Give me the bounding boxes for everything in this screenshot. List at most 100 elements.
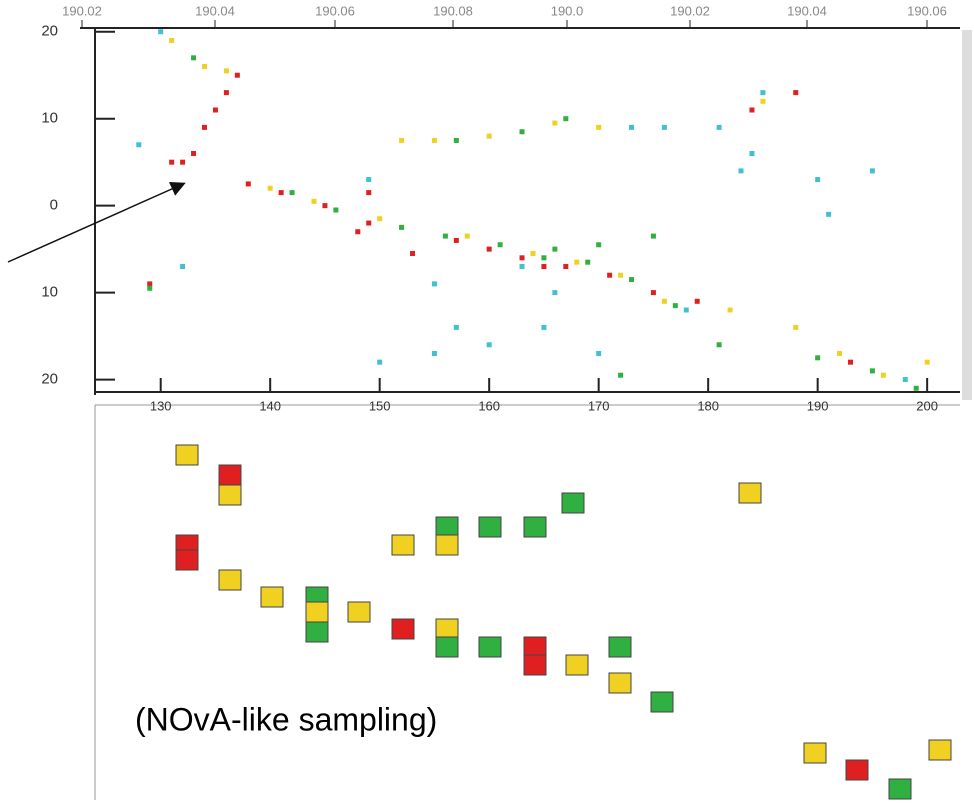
x-tick-label: 160 — [478, 398, 500, 413]
hit — [278, 190, 284, 196]
hit — [694, 298, 700, 304]
hit-cell — [435, 534, 459, 556]
hit — [661, 298, 667, 304]
hit — [223, 90, 229, 96]
hit — [191, 150, 197, 156]
top-label: 190.02 — [670, 3, 710, 18]
hit-cell — [565, 654, 589, 676]
hit — [311, 198, 317, 204]
hit — [366, 177, 372, 183]
top-label: 190.04 — [787, 3, 827, 18]
x-tick-label: 140 — [259, 398, 281, 413]
hit — [618, 272, 624, 278]
y-tick-label: 10 — [41, 284, 58, 301]
hit — [793, 324, 799, 330]
hit — [815, 177, 821, 183]
hit — [661, 124, 667, 130]
hit — [399, 224, 405, 230]
hit — [541, 264, 547, 270]
y-tick-label: 10 — [41, 110, 58, 127]
hit-cell — [218, 464, 242, 486]
hit-cell — [608, 636, 632, 658]
hit — [519, 264, 525, 270]
hit-cell — [218, 484, 242, 506]
hit — [201, 64, 207, 70]
hit-cell — [435, 636, 459, 658]
hit — [322, 203, 328, 209]
hit — [431, 281, 437, 287]
hit — [377, 359, 383, 365]
hit — [333, 207, 339, 213]
hit — [464, 233, 470, 239]
x-tick-label: 190 — [807, 398, 829, 413]
hit — [486, 246, 492, 252]
hit — [486, 133, 492, 139]
hit — [913, 385, 919, 391]
hit — [519, 129, 525, 135]
hit-cell — [435, 516, 459, 538]
hit-cell — [175, 549, 199, 571]
hit — [826, 211, 832, 217]
hit — [749, 107, 755, 113]
y-tick-label: 0 — [50, 197, 58, 214]
hit — [158, 29, 164, 35]
hit — [355, 229, 361, 235]
y-tick-label: 20 — [41, 23, 58, 40]
hit — [607, 272, 613, 278]
hit — [453, 324, 459, 330]
hit-cell — [391, 534, 415, 556]
hit — [377, 216, 383, 222]
hit-cell — [608, 672, 632, 694]
hit-cell — [738, 482, 762, 504]
hit — [869, 168, 875, 174]
hit — [212, 107, 218, 113]
hit — [245, 181, 251, 187]
x-tick-label: 200 — [916, 398, 938, 413]
hit — [716, 124, 722, 130]
hit — [289, 190, 295, 196]
hit — [760, 90, 766, 96]
hit — [180, 264, 186, 270]
hit — [574, 259, 580, 265]
hit-cell — [478, 516, 502, 538]
hit — [223, 68, 229, 74]
hit-cell — [523, 516, 547, 538]
hit — [431, 137, 437, 143]
hit — [169, 37, 175, 43]
hit — [519, 255, 525, 261]
hit — [596, 242, 602, 248]
hit — [147, 285, 153, 291]
hit — [453, 237, 459, 243]
hit — [234, 72, 240, 78]
hit — [431, 350, 437, 356]
top-label: 190.06 — [315, 3, 355, 18]
hit — [650, 233, 656, 239]
x-tick-label: 130 — [150, 398, 172, 413]
hit — [541, 255, 547, 261]
hit — [585, 259, 591, 265]
hit — [552, 290, 558, 296]
hit — [147, 281, 153, 287]
hit — [683, 307, 689, 313]
hit — [749, 150, 755, 156]
hit — [618, 372, 624, 378]
top-label: 190.02 — [62, 3, 102, 18]
hit-cell — [650, 691, 674, 713]
hit-cell — [523, 636, 547, 658]
hit — [837, 350, 843, 356]
hit — [848, 359, 854, 365]
hit — [180, 159, 186, 165]
hit — [793, 90, 799, 96]
arrow — [7, 182, 186, 263]
hit-cell — [928, 739, 952, 761]
hit — [727, 307, 733, 313]
hit — [672, 303, 678, 309]
hit-cells — [175, 444, 952, 800]
hit — [552, 246, 558, 252]
hit — [366, 220, 372, 226]
hit — [716, 342, 722, 348]
hit-cell — [523, 654, 547, 676]
top-label: 190.06 — [907, 3, 947, 18]
hit-cell — [478, 636, 502, 658]
